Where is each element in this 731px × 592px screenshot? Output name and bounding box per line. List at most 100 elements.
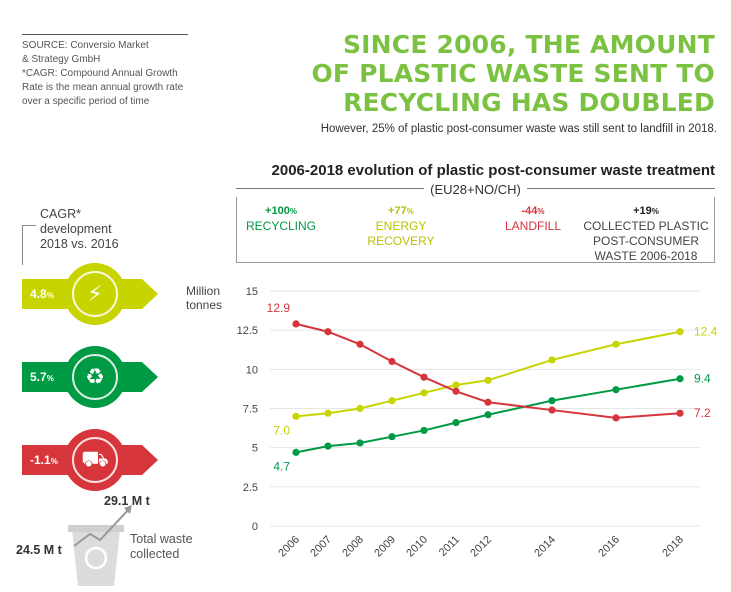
collected-start: 24.5 M t: [16, 543, 62, 557]
energy-icon: ⚡: [64, 263, 126, 325]
cagr-label-line: CAGR*: [40, 207, 81, 221]
x-tick-labels: 2006 2007 2008 2009 2010 2011 2012 2014 2016 2018: [276, 534, 686, 560]
series-line: [295, 330, 681, 418]
legend-label: COLLECTED PLASTIC: [583, 219, 709, 233]
data-point: [452, 387, 460, 395]
data-point: [548, 356, 556, 364]
legend-label: WASTE 2006-2018: [594, 249, 698, 263]
series-lines: [292, 320, 684, 456]
data-point: [324, 442, 332, 450]
source-line: & Strategy GmbH: [22, 54, 101, 65]
x-tick-label: 2011: [437, 534, 462, 559]
collected-end: 29.1 M t: [104, 494, 150, 508]
data-point: [420, 426, 428, 435]
collected-label: Total waste collected: [130, 532, 193, 562]
data-point: [420, 389, 428, 397]
data-point: [452, 381, 460, 389]
data-point: [548, 406, 556, 414]
legend-pct: +100%: [265, 205, 297, 217]
y-tick-label: 12.5: [237, 325, 258, 337]
bin-lid: [68, 525, 124, 532]
data-point: [324, 409, 332, 417]
data-point: [356, 404, 364, 413]
x-tick-label: 2012: [468, 534, 494, 560]
data-point: [484, 398, 492, 406]
chart-title: 2006-2018 evolution of plastic post-cons…: [271, 162, 715, 179]
chart-subtitle-wrap: (EU28+NO/CH): [0, 181, 731, 199]
data-point: [676, 409, 684, 417]
x-tick-label: 2006: [276, 534, 302, 560]
cagr-label-line: development: [40, 222, 112, 236]
legend-recycling: +100% RECYCLING: [244, 204, 318, 234]
data-labels: 4.7 9.4 7.0 12.4 12.9 7.2: [267, 301, 718, 473]
data-point: [612, 414, 620, 422]
series-end-label: 12.4: [694, 325, 718, 339]
data-point: [356, 340, 364, 348]
y-tick-label: 5: [252, 443, 258, 455]
y-tick-label: 7.5: [243, 404, 258, 416]
legend-box: [236, 197, 715, 263]
chart-subtitle: (EU28+NO/CH): [424, 182, 527, 197]
y-tick-label: 0: [252, 521, 258, 533]
x-tick-label: 2009: [372, 534, 398, 560]
landfill-truck-icon: ⛟: [64, 429, 126, 491]
data-point: [484, 411, 492, 419]
data-point: [292, 412, 300, 420]
data-point: [388, 397, 396, 405]
subheadline: However, 25% of plastic post-consumer wa…: [320, 123, 717, 135]
bin-icon: [72, 530, 120, 586]
data-point: [292, 320, 300, 328]
waste-bin-illustration: [68, 505, 132, 586]
data-point: [356, 439, 364, 447]
source-line: over a specific period of time: [22, 96, 150, 107]
headline: SINCE 2006, THE AMOUNT OF PLASTIC WASTE …: [311, 30, 715, 117]
x-tick-label: 2014: [532, 534, 558, 560]
data-point: [388, 433, 396, 441]
growth-line: [73, 507, 131, 547]
legend-energy: +77% ENERGY RECOVERY: [356, 204, 446, 249]
cagr-label: CAGR* development 2018 vs. 2016: [40, 207, 119, 252]
series-end-label: 7.2: [694, 406, 711, 420]
data-point: [324, 328, 332, 336]
data-point: [548, 397, 556, 405]
legend-label: POST-CONSUMER: [592, 234, 699, 248]
recycle-icon: ♻: [64, 346, 126, 408]
legend-collected: +19% COLLECTED PLASTIC POST-CONSUMER WAS…: [582, 204, 710, 264]
data-point: [484, 376, 492, 384]
headline-line: OF PLASTIC WASTE SENT TO: [311, 59, 715, 88]
data-point: [676, 328, 684, 336]
data-point: [452, 419, 460, 427]
y-axis-title-line: Million: [186, 284, 221, 298]
data-point: [612, 386, 620, 394]
legend-pct: +77%: [388, 205, 414, 217]
source-line: *CAGR: Compound Annual Growth: [22, 68, 178, 79]
data-point: [292, 448, 300, 456]
source-line: SOURCE: Conversio Market: [22, 40, 149, 51]
y-tick-labels: 0 2.5 5 7.5 10 12.5 15: [237, 286, 258, 533]
x-tick-label: 2016: [596, 534, 622, 560]
collected-label-line: collected: [130, 547, 180, 561]
series-line: [295, 377, 681, 454]
headline-line: RECYCLING HAS DOUBLED: [343, 88, 715, 117]
data-point: [388, 357, 396, 366]
gridlines: [270, 290, 700, 527]
data-point: [676, 375, 684, 383]
legend-pct: +19%: [633, 205, 659, 217]
cagr-bracket: [22, 225, 36, 265]
series-start-label: 4.7: [273, 459, 290, 473]
x-tick-label: 2007: [308, 534, 334, 560]
legend-label: RECOVERY: [367, 234, 435, 248]
y-tick-label: 15: [246, 286, 258, 298]
legend-landfill: -44% LANDFILL: [498, 204, 568, 234]
series-line: [295, 322, 681, 419]
series-start-label: 12.9: [267, 301, 291, 315]
source-note: SOURCE: Conversio Market & Strategy GmbH…: [22, 34, 188, 109]
y-tick-label: 2.5: [243, 482, 258, 494]
legend-pct: -44%: [521, 205, 545, 217]
recycle-icon: [84, 546, 108, 570]
cagr-label-line: 2018 vs. 2016: [40, 237, 119, 251]
y-axis-title-line: tonnes: [186, 298, 223, 312]
y-tick-label: 10: [246, 364, 258, 376]
legend-label: RECYCLING: [245, 219, 316, 233]
